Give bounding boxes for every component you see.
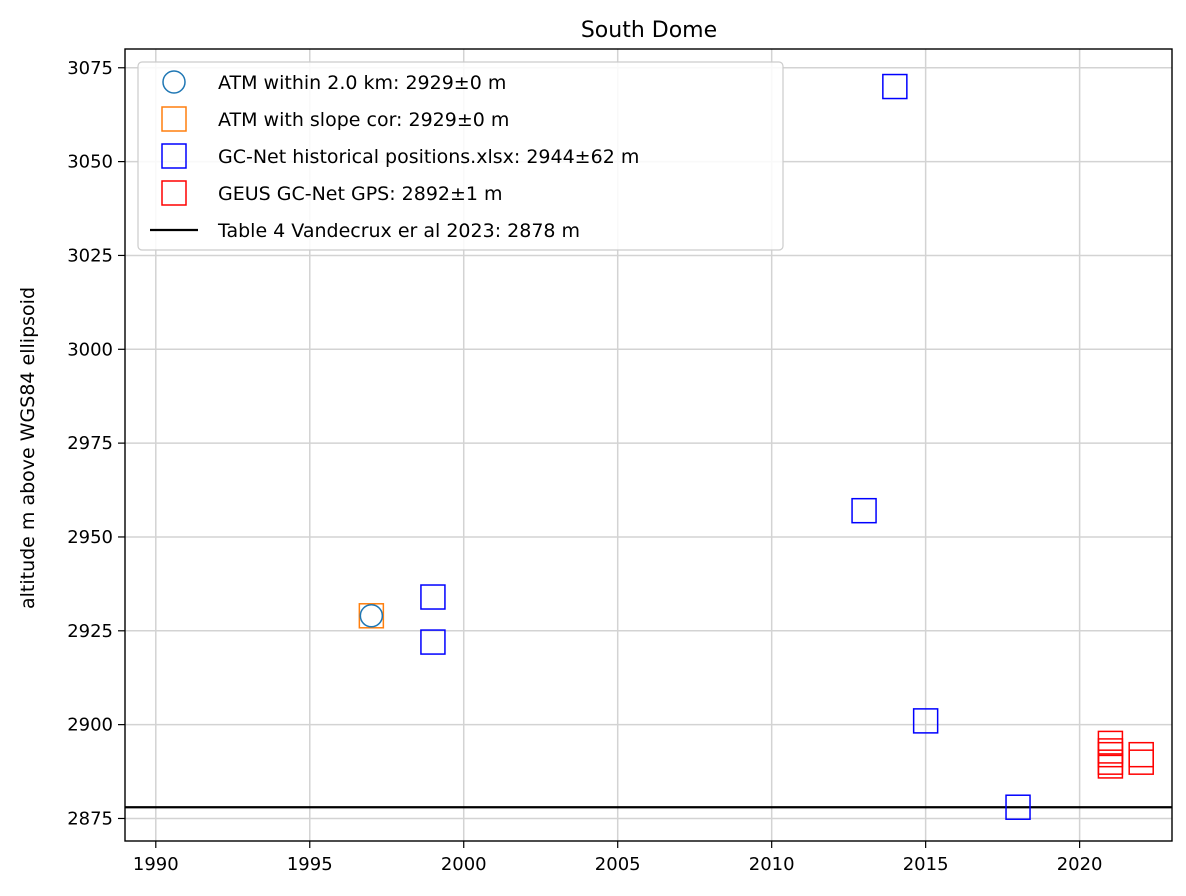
- plot-frame: [124, 48, 1173, 842]
- x-tick-label: 1990: [133, 854, 179, 875]
- data-point: [1097, 753, 1124, 779]
- data-point: [882, 73, 908, 100]
- data-point: [420, 629, 446, 655]
- chart-title: South Dome: [581, 18, 717, 43]
- legend: ATM within 2.0 km: 2929±0 m ATM with slop…: [137, 61, 784, 251]
- data-point: [359, 604, 384, 628]
- legend-box: [137, 61, 784, 251]
- y-axis-label: altitude m above WGS84 ellipsoid: [17, 287, 39, 609]
- y-tick-label: 3050: [67, 152, 113, 173]
- legend-label: ATM within 2.0 km: 2929±0 m: [218, 72, 506, 94]
- y-tick-label: 3000: [67, 339, 113, 360]
- y-tick-label: 3075: [67, 58, 113, 79]
- legend-marker: [162, 70, 186, 94]
- data-point: [1005, 794, 1031, 820]
- x-tick-label: 2000: [441, 854, 487, 875]
- y-tick-label: 2900: [67, 715, 113, 736]
- data-point: [420, 584, 446, 610]
- legend-marker: [161, 106, 187, 132]
- y-tick-label: 2975: [67, 433, 113, 454]
- y-tick-label: 2925: [67, 621, 113, 642]
- data-point: [851, 497, 877, 524]
- data-point: [1128, 749, 1154, 775]
- legend-label: GC-Net historical positions.xlsx: 2944±6…: [218, 146, 639, 168]
- legend-marker: [161, 143, 187, 169]
- x-tick-label: 2010: [749, 854, 795, 875]
- grid: [125, 49, 1172, 841]
- x-tick-label: 1995: [287, 854, 333, 875]
- x-tick-label: 2020: [1057, 854, 1103, 875]
- data-point: [1128, 741, 1154, 768]
- legend-label: Table 4 Vandecrux er al 2023: 2878 m: [217, 220, 580, 242]
- y-tick-label: 2875: [67, 808, 113, 829]
- y-tick-label: 3025: [67, 245, 113, 266]
- legend-label: GEUS GC-Net GPS: 2892±1 m: [218, 183, 503, 205]
- legend-marker: [161, 180, 187, 206]
- data-marks: [125, 73, 1172, 820]
- x-tick-label: 2015: [903, 854, 949, 875]
- data-point: [912, 708, 939, 734]
- legend-label: ATM with slope cor: 2929±0 m: [218, 109, 509, 131]
- x-tick-label: 2005: [595, 854, 641, 875]
- ticks: 1990 1995 2000 2005 2010 2015 2020 2875 2900 2925…: [67, 58, 1102, 875]
- data-point: [358, 603, 385, 629]
- y-tick-label: 2950: [67, 527, 113, 548]
